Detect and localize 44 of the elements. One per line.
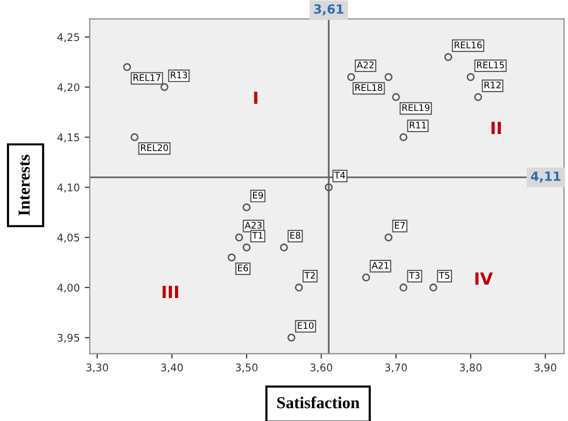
x-tick-label: 3,60 <box>310 364 332 372</box>
x-tick-label: 3,70 <box>385 364 407 372</box>
x-tick-label: 3,90 <box>534 364 556 372</box>
y-tick-label: 4,25 <box>57 33 80 42</box>
annotation: T2 <box>304 272 315 279</box>
annotation: E9 <box>253 192 263 199</box>
annotation: REL18 <box>355 84 382 91</box>
annotation: IV <box>475 272 493 285</box>
x-tick-label: 3,30 <box>86 364 108 372</box>
annotation: E10 <box>298 322 314 329</box>
annotation: R12 <box>484 82 501 88</box>
annotation: E7 <box>394 222 405 229</box>
annotation: A22 <box>356 62 374 68</box>
annotation: REL15 <box>477 62 504 68</box>
y-tick-label: 4,00 <box>57 284 80 293</box>
x-tick-label: 3,40 <box>161 364 183 372</box>
annotation: A23 <box>244 222 262 229</box>
y-tick-label: 4,10 <box>57 184 80 192</box>
x-axis-title: Satisfaction <box>277 396 360 408</box>
y-tick-label: 4,20 <box>57 83 80 92</box>
annotation: REL20 <box>141 144 168 152</box>
annotation: E8 <box>290 232 300 239</box>
x-tick-label: 3,50 <box>236 364 258 372</box>
x-tick-label: 3,80 <box>460 364 482 372</box>
annotation: T1 <box>252 232 263 239</box>
annotation: T5 <box>438 272 450 279</box>
annotation: REL19 <box>402 104 430 112</box>
y-axis-title: Interests <box>18 154 30 216</box>
annotation: REL16 <box>454 42 482 48</box>
ref-line-label: 4,11 <box>530 172 560 182</box>
annotation: I <box>254 92 258 104</box>
y-tick-label: 4,15 <box>57 134 80 142</box>
annotation: R11 <box>410 122 426 128</box>
annotation: T3 <box>408 272 420 279</box>
annotation: III <box>162 286 178 298</box>
ref-line-label: 3,61 <box>314 4 344 16</box>
annotation: T4 <box>334 172 346 178</box>
annotation: A21 <box>372 262 388 269</box>
annotation: E6 <box>238 264 248 272</box>
annotation: R13 <box>170 72 188 78</box>
annotation: REL17 <box>134 74 160 81</box>
y-tick-label: 4,05 <box>57 234 80 243</box>
y-tick-label: 3,95 <box>58 334 80 343</box>
annotation: II <box>492 122 501 134</box>
